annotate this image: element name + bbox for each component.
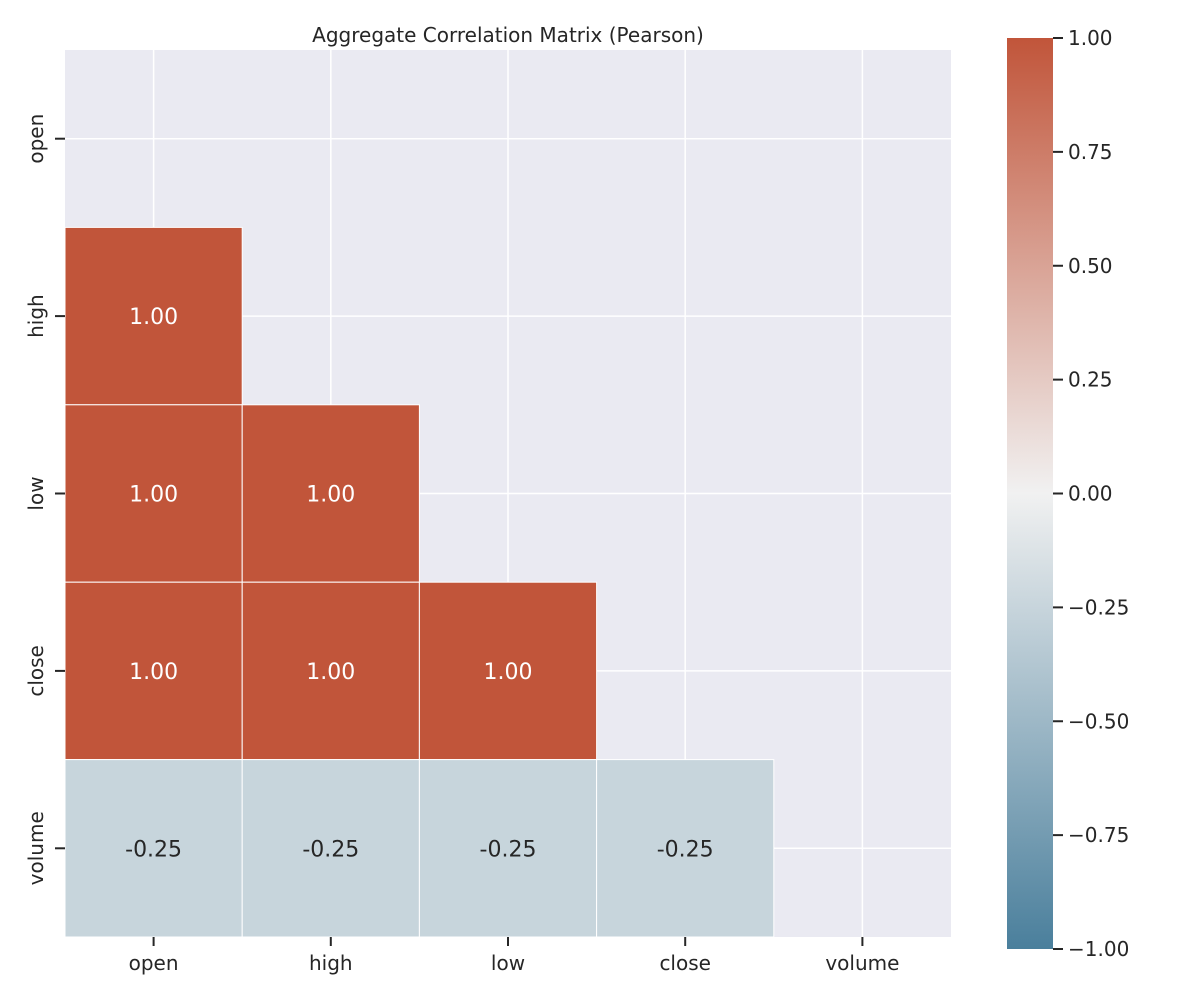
heatmap-cell-high-open: [64, 226, 243, 406]
heatmap-cell-close-high: [241, 581, 420, 761]
heatmap-cell-label: 1.00: [129, 305, 178, 330]
heatmap-cell-label: -0.25: [657, 837, 714, 862]
heatmap-cell-label: 1.00: [306, 483, 355, 508]
colorbar-tick-label: 1.00: [1068, 26, 1113, 50]
x-tick-label-open: open: [129, 951, 179, 975]
y-tick-label-volume: volume: [24, 811, 48, 885]
heatmap-cell-volume-low: [418, 759, 598, 938]
x-tick-label-low: low: [491, 951, 525, 975]
heatmap-cell-label: 1.00: [129, 483, 178, 508]
colorbar-tick-label: 0.25: [1068, 368, 1113, 392]
heatmap-cell-volume-close: [596, 759, 775, 938]
colorbar-tick-label: −0.75: [1068, 823, 1129, 847]
x-axis-ticks: open high low close volume: [129, 937, 899, 975]
heatmap-cell-label: -0.25: [302, 837, 359, 862]
colorbar-ticks: −1.00 −0.75 −0.50 −0.25 0.00 0.25 0.50 0.75 1.00: [1053, 26, 1129, 961]
y-tick-label-low: low: [24, 476, 48, 510]
colorbar-tick-label: 0.00: [1068, 482, 1113, 506]
heatmap-cell-low-high: [241, 404, 420, 583]
colorbar-tick-label: 0.75: [1068, 140, 1113, 164]
heatmap-cell-label: 1.00: [129, 660, 178, 685]
y-axis-ticks: open high low close volume: [24, 114, 65, 885]
x-tick-label-volume: volume: [825, 951, 899, 975]
chart-title: Aggregate Correlation Matrix (Pearson): [312, 23, 704, 47]
y-tick-label-close: close: [24, 645, 48, 697]
y-tick-label-high: high: [24, 294, 48, 338]
colorbar-tick-label: −0.50: [1068, 709, 1129, 733]
colorbar: [1007, 38, 1053, 949]
x-tick-label-close: close: [659, 951, 711, 975]
heatmap-cell-low-open: [64, 404, 243, 583]
x-tick-label-high: high: [309, 951, 353, 975]
colorbar-tick-label: −0.25: [1068, 595, 1129, 619]
heatmap-cell-label: -0.25: [480, 837, 537, 862]
colorbar-tick-label: −1.00: [1068, 937, 1129, 961]
y-tick-label-open: open: [24, 114, 48, 164]
heatmap-cell-label: -0.25: [125, 837, 182, 862]
heatmap-cell-close-open: [64, 581, 243, 761]
heatmap-cell-volume-open: [64, 759, 243, 938]
colorbar-tick-label: 0.50: [1068, 254, 1113, 278]
heatmap-cells: [64, 226, 775, 938]
heatmap-cell-labels: 1.00 1.00 1.00 1.00 1.00 1.00 -0.25 -0.25 -0.25 -…: [125, 305, 714, 862]
heatmap-cell-label: 1.00: [306, 660, 355, 685]
heatmap-cell-label: 1.00: [484, 660, 533, 685]
